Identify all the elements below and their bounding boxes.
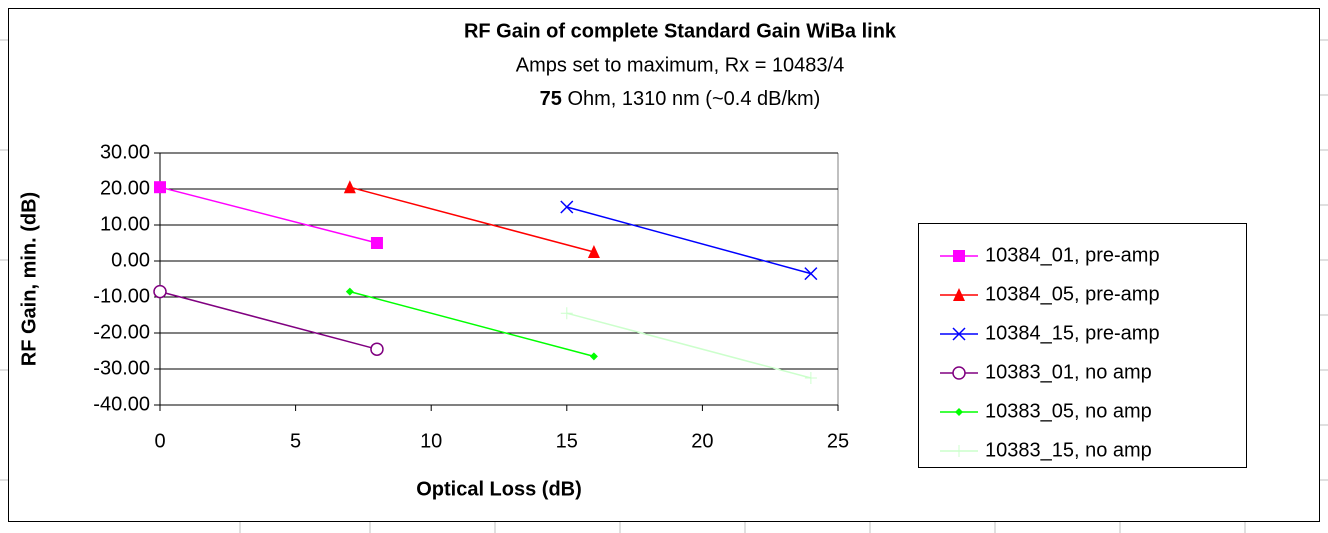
series-line [159, 186, 378, 244]
marker [153, 284, 167, 299]
marker [154, 181, 166, 194]
series-line [349, 290, 595, 358]
marker [345, 287, 354, 296]
marker [587, 245, 600, 258]
x-tick-label: 15 [556, 430, 578, 452]
marker [952, 366, 966, 380]
y-tick-label: -10.00 [93, 285, 150, 307]
legend-label: 10384_15, pre-amp [985, 322, 1160, 344]
marker [560, 307, 573, 320]
y-tick-label: -20.00 [93, 321, 150, 343]
marker [953, 445, 965, 457]
marker [955, 408, 963, 416]
y-axis-label: RF Gain, min. (dB) [18, 192, 40, 366]
y-tick-label: 20.00 [100, 177, 150, 199]
legend-label: 10384_05, pre-amp [985, 283, 1160, 305]
x-axis-label: Optical Loss (dB) [416, 478, 582, 500]
subtitle-rest: Ohm, 1310 nm (~0.4 dB/km) [562, 88, 820, 110]
x-tick-label: 5 [290, 430, 301, 452]
marker [952, 327, 966, 341]
marker [953, 250, 965, 262]
series-line [159, 290, 378, 350]
chart-subtitle: Amps set to maximum, Rx = 10483/4 [516, 54, 844, 76]
y-tick-label: 30.00 [100, 141, 150, 163]
legend-label: 10383_05, no amp [985, 400, 1152, 422]
x-tick-label: 20 [691, 430, 713, 452]
x-tick-label: 0 [154, 430, 165, 452]
marker [589, 352, 598, 361]
marker [370, 342, 384, 356]
legend-label: 10384_01, pre-amp [985, 244, 1160, 266]
x-tick-label: 25 [827, 430, 849, 452]
series-line [566, 312, 812, 379]
marker [804, 372, 817, 384]
marker [560, 200, 574, 214]
legend-label: 10383_15, no amp [985, 439, 1152, 461]
sheet-cells [0, 39, 1328, 533]
subtitle-bold: 75 [540, 88, 562, 110]
series-line [349, 186, 595, 253]
chart-title: RF Gain of complete Standard Gain WiBa l… [464, 20, 897, 42]
series-line [566, 206, 812, 275]
chart-subtitle-2: 75 Ohm, 1310 nm (~0.4 dB/km) [540, 88, 821, 110]
marker [370, 237, 383, 249]
y-tick-label: -40.00 [93, 393, 150, 415]
legend-label: 10383_01, no amp [985, 361, 1152, 383]
y-tick-label: 0.00 [111, 249, 150, 271]
marker [804, 267, 818, 281]
y-tick-label: 10.00 [100, 213, 150, 235]
legend-box [918, 223, 1247, 468]
y-tick-label: -30.00 [93, 357, 150, 379]
marker [343, 180, 356, 194]
marker [953, 288, 965, 301]
x-tick-label: 10 [420, 430, 442, 452]
